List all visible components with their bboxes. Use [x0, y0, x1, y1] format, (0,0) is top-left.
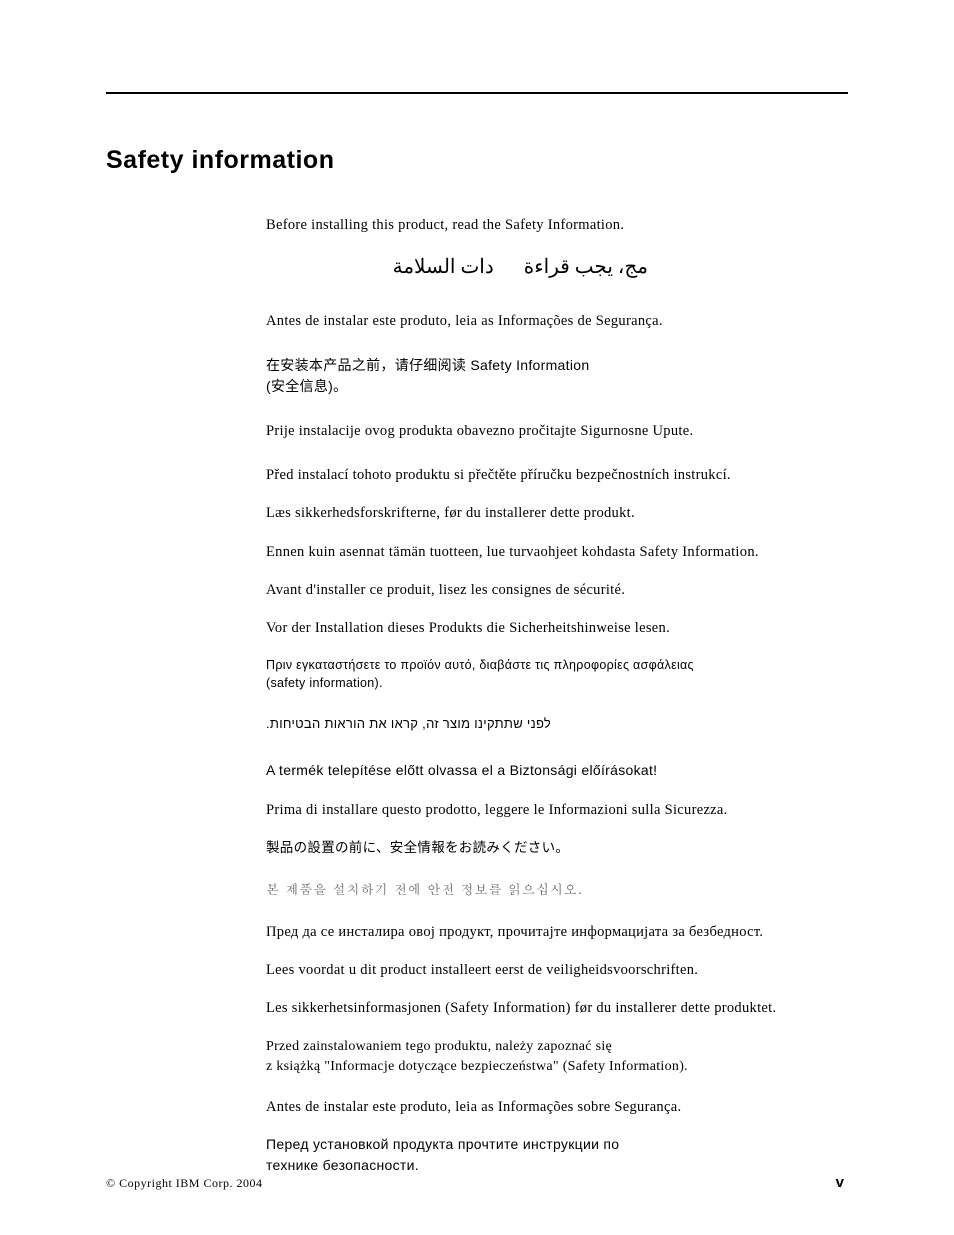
line-russian-1: Перед установкой продукта прочтите инстр…	[266, 1135, 848, 1155]
line-portuguese-br: Antes de instalar este produto, leia as …	[266, 311, 848, 331]
line-english: Before installing this product, read the…	[266, 215, 848, 235]
line-french: Avant d'installer ce produit, lisez les …	[266, 580, 848, 600]
line-croatian: Prije instalacije ovog produkta obavezno…	[266, 421, 848, 441]
line-greek-1: Πριν εγκαταστήσετε το προϊόν αυτό, διαβά…	[266, 657, 848, 675]
line-macedonian: Пред да се инсталира овој продукт, прочи…	[266, 922, 848, 942]
line-italian: Prima di installare questo prodotto, leg…	[266, 800, 848, 820]
line-finnish: Ennen kuin asennat tämän tuotteen, lue t…	[266, 542, 848, 562]
chinese-text-1: 在安装本产品之前，请仔细阅读 Safety Information	[266, 357, 589, 373]
line-hungarian: A termék telepítése előtt olvassa el a B…	[266, 761, 848, 781]
line-chinese-simplified-1: 在安装本产品之前，请仔细阅读 Safety Information	[266, 356, 848, 376]
page-number: v	[836, 1174, 844, 1191]
line-danish: Læs sikkerhedsforskrifterne, før du inst…	[266, 503, 848, 523]
line-chinese-simplified-2: (安全信息)。	[266, 377, 848, 397]
line-portuguese-pt: Antes de instalar este produto, leia as …	[266, 1097, 848, 1117]
line-greek-2: (safety information).	[266, 675, 848, 693]
copyright-text: © Copyright IBM Corp. 2004	[106, 1176, 262, 1191]
content-body: Before installing this product, read the…	[266, 215, 848, 1175]
line-norwegian: Les sikkerhetsinformasjonen (Safety Info…	[266, 998, 848, 1018]
line-hebrew: לפני שתתקינו מוצר זה, קראו את הוראות הבט…	[266, 715, 848, 733]
line-czech: Před instalací tohoto produktu si přečtě…	[266, 465, 848, 485]
line-korean: 본 제품을 설치하기 전에 안전 정보를 읽으십시오.	[266, 880, 848, 898]
line-polish-1: Przed zainstalowaniem tego produktu, nal…	[266, 1037, 848, 1057]
line-arabic: مج، يجب قراءة دات السلامة	[266, 253, 648, 281]
line-russian-2: технике безопасности.	[266, 1156, 848, 1176]
page-footer: © Copyright IBM Corp. 2004 v	[106, 1174, 844, 1191]
line-japanese: 製品の設置の前に、安全情報をお読みください。	[266, 839, 848, 858]
line-german: Vor der Installation dieses Produkts die…	[266, 618, 848, 638]
line-dutch: Lees voordat u dit product installeert e…	[266, 960, 848, 980]
page-title: Safety information	[106, 146, 848, 175]
line-polish-2: z książką "Informacje dotyczące bezpiecz…	[266, 1057, 848, 1077]
horizontal-rule	[106, 92, 848, 94]
